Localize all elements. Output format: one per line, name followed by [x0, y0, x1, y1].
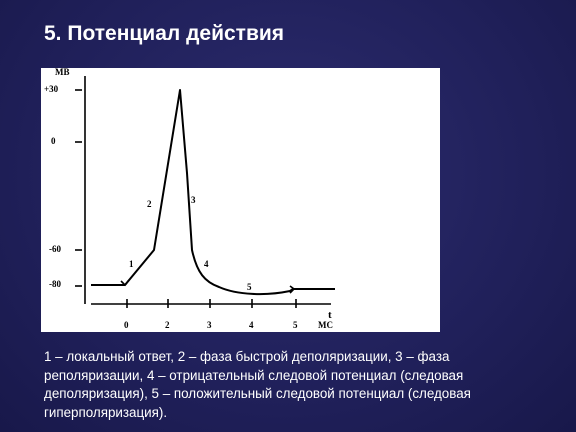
diagram-svg: МВ t МС +30 0 -60 -80 0 2 3 4 5 1 2 3 4 … [44, 68, 335, 330]
curve-arrow-mark [289, 285, 296, 294]
y-tick-label: 0 [51, 136, 56, 146]
slide-title: 5. Потенциал действия [44, 22, 285, 45]
action-potential-diagram: МВ t МС +30 0 -60 -80 0 2 3 4 5 1 2 3 4 … [41, 68, 440, 332]
y-tick-label: -60 [49, 244, 61, 254]
x-tick-label: 4 [249, 320, 254, 330]
x-tick-label: 3 [207, 320, 212, 330]
phase-label-1: 1 [129, 259, 134, 269]
phase-label-4: 4 [204, 259, 209, 269]
x-tick-label: 2 [165, 320, 170, 330]
y-tick-label: -80 [49, 279, 61, 289]
x-tick-label: 0 [124, 320, 129, 330]
x-axis-unit-top: t [328, 309, 332, 321]
phase-label-5: 5 [247, 282, 252, 292]
y-tick-label: +30 [44, 84, 59, 94]
x-tick-label: 5 [293, 320, 298, 330]
y-axis-unit: МВ [55, 68, 70, 77]
x-axis-unit-bottom: МС [318, 320, 333, 330]
action-potential-curve [91, 89, 335, 296]
figure-caption: 1 – локальный ответ, 2 – фаза быстрой де… [44, 349, 471, 420]
curve-arrow-mark [120, 279, 130, 287]
phase-label-3: 3 [191, 195, 196, 205]
phase-label-2: 2 [147, 199, 152, 209]
